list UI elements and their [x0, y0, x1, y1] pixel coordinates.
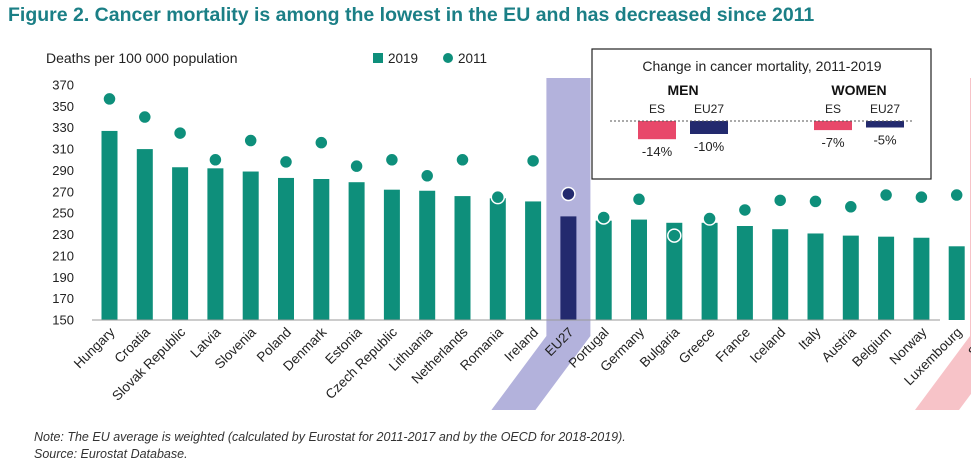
- bar-2019: [383, 189, 400, 320]
- dot-2011: [808, 194, 823, 209]
- inset-value-label: -7%: [821, 135, 845, 150]
- x-tick-label: Belgium: [849, 325, 894, 370]
- inset-bar: [690, 121, 728, 134]
- y-tick-label: 310: [52, 142, 74, 157]
- dot-2011: [596, 210, 611, 225]
- x-tick-label: Hungary: [71, 324, 118, 371]
- dot-2011: [525, 153, 541, 169]
- legend-label-2011: 2011: [458, 51, 487, 66]
- y-tick-label: 250: [52, 206, 74, 221]
- x-tick-label: Greece: [676, 325, 718, 367]
- bar-2019: [948, 246, 965, 320]
- inset-group-label: WOMEN: [831, 82, 886, 98]
- y-tick-label: 230: [52, 227, 74, 242]
- bar-2019: [913, 237, 930, 320]
- y-tick-label: 370: [52, 78, 74, 93]
- y-tick-label: 330: [52, 120, 74, 135]
- inset-box: [591, 48, 932, 180]
- dot-2011: [631, 192, 647, 207]
- chart-note: Note: The EU average is weighted (calcul…: [34, 430, 626, 444]
- inset-bar: [814, 121, 852, 131]
- bar-2019: [878, 236, 895, 320]
- dot-2011: [102, 91, 117, 107]
- dot-2011: [172, 125, 188, 141]
- x-tick-label: Iceland: [747, 325, 788, 366]
- legend-swatch-2019: [373, 53, 383, 63]
- dot-2011: [737, 202, 753, 218]
- dot-2011: [878, 187, 894, 203]
- bar-2019: [701, 222, 718, 320]
- bar-2019: [242, 171, 259, 320]
- dot-2011: [702, 211, 717, 226]
- bar-2019: [631, 219, 647, 320]
- bar-2019: [419, 190, 436, 320]
- y-axis-label: Deaths per 100 000 population: [46, 50, 237, 66]
- legend-label-2019: 2019: [388, 51, 418, 66]
- chart-source: Source: Eurostat Database.: [34, 447, 188, 461]
- y-tick-label: 210: [52, 248, 74, 263]
- dot-2011: [278, 154, 294, 170]
- y-tick-label: 350: [52, 99, 74, 114]
- y-tick-label: 190: [52, 270, 74, 285]
- inset-value-label: -14%: [642, 144, 673, 159]
- bar-2019: [772, 229, 789, 320]
- dot-2011: [843, 199, 859, 215]
- y-tick-label: 270: [52, 184, 74, 199]
- dot-2011: [772, 193, 788, 208]
- bar-2019: [489, 198, 506, 320]
- bar-2019: [736, 226, 753, 320]
- bar-2019: [313, 179, 330, 320]
- spain-highlight-band: [915, 78, 971, 410]
- dot-2011: [384, 152, 400, 168]
- bar-2019: [807, 233, 824, 320]
- bar-2019: [101, 130, 118, 320]
- dot-2011: [419, 168, 435, 184]
- y-tick-label: 150: [52, 313, 74, 328]
- dot-2011: [314, 135, 329, 150]
- inset-value-label: -10%: [694, 139, 725, 154]
- bar-2019: [454, 196, 471, 320]
- inset-category-label: EU27: [870, 102, 900, 116]
- dot-2011: [208, 152, 223, 168]
- dot-2011: [243, 133, 258, 148]
- inset-category-label: ES: [649, 102, 665, 116]
- y-tick-label: 290: [52, 163, 74, 178]
- inset-bar: [638, 121, 676, 140]
- eu27-highlight-band: [491, 78, 591, 410]
- bar-2019: [560, 216, 577, 320]
- inset-value-label: -5%: [873, 133, 897, 148]
- x-tick-label: Bulgaria: [637, 324, 683, 370]
- dot-2011: [455, 152, 470, 168]
- bar-2019: [842, 235, 859, 320]
- bar-2019: [172, 167, 189, 320]
- dot-2011: [667, 228, 682, 243]
- dot-2011: [949, 187, 964, 203]
- legend-swatch-2011: [443, 53, 453, 63]
- x-tick-label: Italy: [796, 324, 824, 352]
- bar-2019: [666, 222, 683, 320]
- bar-2019: [207, 168, 224, 320]
- bar-2019: [348, 182, 365, 320]
- bar-2019: [136, 149, 153, 320]
- bar-2019: [278, 177, 294, 320]
- dot-2011: [490, 189, 506, 205]
- y-tick-label: 170: [52, 291, 74, 306]
- chart-title: Figure 2. Cancer mortality is among the …: [8, 4, 815, 26]
- inset-category-label: ES: [825, 102, 841, 116]
- inset-group-label: MEN: [667, 82, 698, 98]
- dot-2011: [349, 158, 364, 174]
- dot-2011: [914, 189, 929, 205]
- dot-2011: [137, 109, 153, 125]
- inset-bar: [866, 121, 904, 128]
- inset-title: Change in cancer mortality, 2011-2019: [642, 58, 881, 74]
- bar-2019: [595, 220, 612, 320]
- x-tick-label: France: [713, 325, 753, 365]
- bar-2019: [525, 201, 542, 320]
- inset-category-label: EU27: [694, 102, 724, 116]
- dot-2011: [561, 186, 576, 202]
